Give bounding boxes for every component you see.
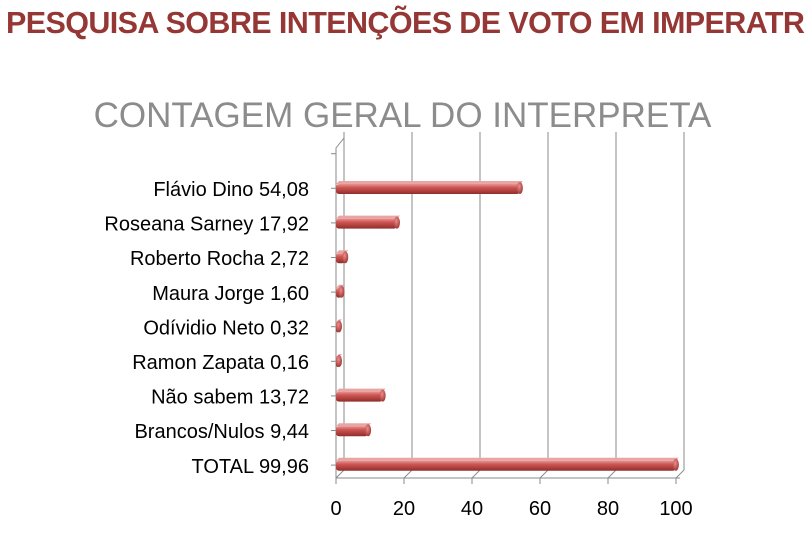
bar-end-cap [672,458,679,471]
x-tick-label: 0 [330,498,341,520]
x-tick-label: 40 [461,498,483,520]
category-label: Roseana Sarney 17,92 [104,214,309,236]
category-label: Roberto Rocha 2,72 [130,248,309,270]
category-label: TOTAL 99,96 [192,456,309,478]
bar [336,181,523,194]
category-label: Flávio Dino 54,08 [153,179,309,201]
x-tick-label: 80 [597,498,619,520]
bar-end-cap [336,355,342,367]
floor-gridline [539,469,549,479]
bar-end-cap [338,285,345,298]
x-tick-label: 60 [529,498,551,520]
x-tick-label: 100 [659,498,692,520]
bar-end-cap [379,389,386,402]
bar-top-face [336,457,679,461]
category-label: Não sabem 13,72 [151,387,309,409]
bar-top-face [336,215,400,219]
bar [336,457,679,471]
bar-end-cap [342,251,349,264]
bar-top-face [336,423,372,427]
category-label: Brancos/Nulos 9,44 [134,421,309,443]
category-labels: Flávio Dino 54,08 Roseana Sarney 17,92 Rob… [104,179,309,478]
bar [336,423,372,437]
floor-gridline [471,469,481,479]
bar-top-face [336,388,386,392]
bar-top-face [336,181,523,184]
bar-body [336,426,369,437]
page-title: PESQUISA SOBRE INTENÇÕES DE VOTO EM IMPE… [6,6,805,40]
bar [336,319,342,333]
chart-title: CONTAGEM GERAL DO INTERPRETA [93,96,712,135]
x-tick-label: 20 [393,498,415,520]
floor-gridline [675,469,685,479]
bar-top-face [336,284,345,288]
bar [336,388,386,402]
bar-body [336,184,520,194]
category-label: Ramon Zapata 0,16 [132,352,309,374]
bar-end-cap [393,216,400,229]
floor-gridline [335,469,345,479]
bar [336,215,400,229]
y-axis-wall [335,136,345,478]
floor-gridline [403,469,413,479]
bars [336,181,679,471]
bar [336,284,345,298]
bar-body [336,460,676,471]
bar-body [336,218,397,229]
x-tick-labels: 0 20 40 60 80 100 [330,498,692,520]
category-label: Maura Jorge 1,60 [152,283,309,305]
bar [336,250,349,264]
category-label: Odívidio Neto 0,32 [143,317,309,339]
floor-gridline [607,469,617,479]
bar-end-cap [516,182,523,194]
axes [331,136,680,484]
bar [336,354,342,367]
bar-end-cap [365,424,372,437]
bar-body [336,391,383,402]
bar-end-cap [336,320,342,333]
